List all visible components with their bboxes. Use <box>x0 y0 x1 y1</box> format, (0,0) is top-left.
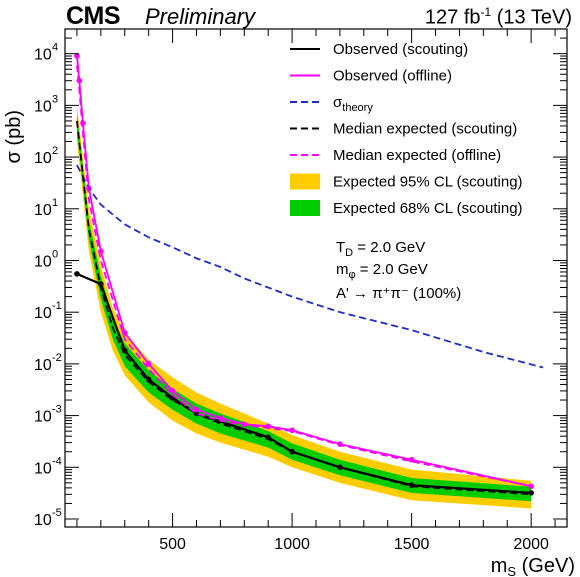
y-tick-exponent: -4 <box>52 455 62 467</box>
series-point-1-8 <box>193 406 200 413</box>
series-point-0-3 <box>145 376 152 383</box>
legend-label-3: Median expected (scouting) <box>333 121 517 138</box>
annotation-mphi-value: = 2.0 GeV <box>356 261 428 278</box>
y-tick-label: 10 <box>34 512 52 529</box>
legend-swatch-6 <box>290 200 320 216</box>
y-tick-label: 10 <box>34 202 52 219</box>
x-tick-label: 1000 <box>274 536 310 553</box>
luminosity-label: 127 fb-1 (13 TeV) <box>425 5 572 30</box>
lumi-value: 127 fb <box>424 6 481 29</box>
series-line-3 <box>76 120 532 496</box>
y-tick-exponent: 4 <box>52 42 58 54</box>
preliminary-label: Preliminary <box>145 4 256 29</box>
series-line-1 <box>76 55 532 488</box>
x-tick-label: 1500 <box>394 536 430 553</box>
cms-label: CMS <box>66 2 121 30</box>
y-tick-exponent: -2 <box>52 352 62 364</box>
y-tick-label: 10 <box>34 357 52 374</box>
series-point-0-0 <box>74 271 80 277</box>
y-tick-label: 10 <box>34 98 52 115</box>
legend-label-1: Observed (offline) <box>333 68 452 85</box>
annotation-td-value: = 2.0 GeV <box>353 239 425 256</box>
x-axis-label-sub: S <box>507 564 516 577</box>
y-tick-exponent: -1 <box>52 300 62 312</box>
series-point-1-7 <box>169 388 176 394</box>
x-tick-label: 500 <box>159 536 186 553</box>
series-line-4 <box>76 65 532 488</box>
annotation-mphi-sub: φ <box>349 269 356 281</box>
legend-label-5: Expected 95% CL (scouting) <box>333 174 523 191</box>
y-tick-label: 10 <box>34 409 52 426</box>
y-axis-label: σ (pb) <box>3 110 25 163</box>
series-point-0-10 <box>528 490 534 496</box>
annotation-td: TD = 2.0 GeV <box>336 239 425 259</box>
legend-label-2: σtheory <box>333 94 373 114</box>
legend-label-0: Observed (scouting) <box>333 41 468 58</box>
legend-label-6: Expected 68% CL (scouting) <box>333 200 523 217</box>
y-tick-exponent: 0 <box>52 248 58 260</box>
y-tick-label: 10 <box>34 47 52 64</box>
series-point-1-0 <box>74 53 80 59</box>
series-point-1-6 <box>145 361 152 367</box>
y-tick-exponent: -3 <box>52 404 62 416</box>
energy-label: (13 TeV) <box>496 6 572 29</box>
legend-theory-sub: theory <box>342 102 373 114</box>
y-tick-exponent: 2 <box>52 145 58 157</box>
y-tick-label: 10 <box>34 150 52 167</box>
annotation-decay: A' → π⁺π⁻ (100%) <box>336 285 461 302</box>
y-tick-exponent: -5 <box>52 507 62 519</box>
series-point-1-5 <box>121 329 128 336</box>
legend-swatch-5 <box>290 173 320 190</box>
x-axis-label-unit: (GeV) <box>516 555 575 577</box>
y-tick-label: 10 <box>34 305 52 322</box>
series-point-1-15 <box>528 483 534 490</box>
annotation-mphi: mφ = 2.0 GeV <box>336 261 428 281</box>
y-tick-exponent: 3 <box>52 93 58 105</box>
y-tick-exponent: 1 <box>52 197 58 209</box>
y-tick-label: 10 <box>34 460 52 477</box>
annotation-td-sub: D <box>345 247 353 259</box>
lumi-exponent: -1 <box>480 5 492 19</box>
series-line-2 <box>76 164 544 369</box>
legend-label-4: Median expected (offline) <box>333 147 501 164</box>
y-tick-label: 10 <box>34 253 52 270</box>
x-tick-label: 2000 <box>513 536 549 553</box>
series-point-1-9 <box>217 415 224 421</box>
x-axis-label: mS (GeV) <box>491 555 575 577</box>
